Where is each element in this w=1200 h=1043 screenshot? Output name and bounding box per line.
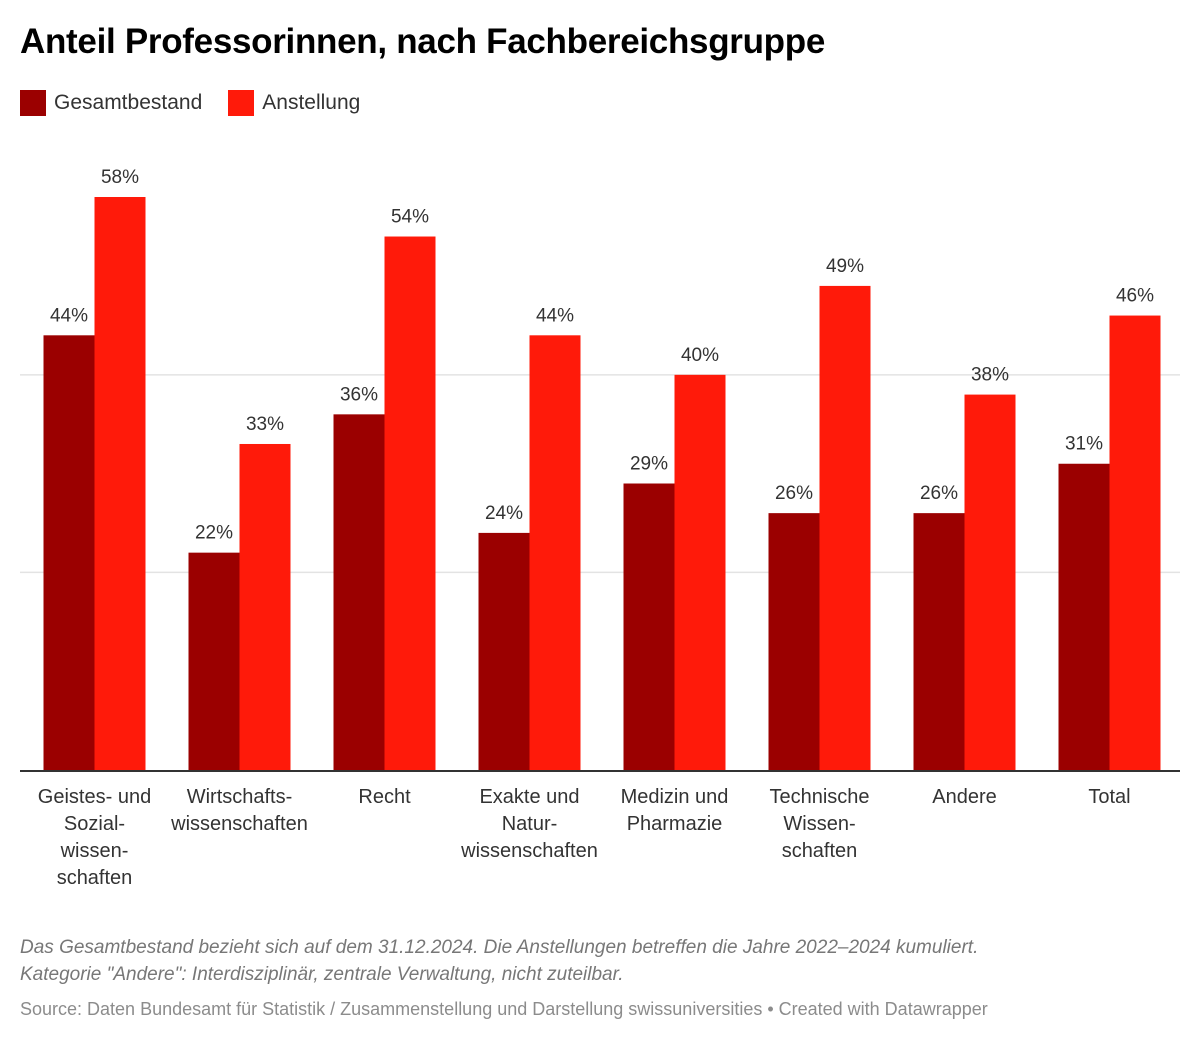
legend-swatch-gesamtbestand <box>20 90 46 116</box>
source-line: Source: Daten Bundesamt für Statistik / … <box>20 999 988 1019</box>
bar-anstellung <box>94 197 146 770</box>
data-label: 54% <box>391 207 429 228</box>
x-tick-label: Andere <box>932 786 997 808</box>
x-tick-label: Total <box>1088 786 1130 808</box>
data-label: 24% <box>485 503 523 524</box>
legend-item-gesamtbestand: Gesamtbestand <box>20 90 202 116</box>
x-tick-label: Natur- <box>502 813 558 835</box>
bar-chart: 44% 58% Geistes- und Sozial-wissen-schaften… <box>20 167 1180 889</box>
x-tick-label: Technische <box>769 786 869 808</box>
bar-anstellung <box>529 335 581 770</box>
bar-gesamtbestand <box>1058 463 1110 770</box>
data-label: 44% <box>536 305 574 326</box>
data-label: 44% <box>50 305 88 326</box>
bar-anstellung <box>1109 315 1161 770</box>
data-label: 26% <box>920 483 958 504</box>
x-tick-label: wissenschaften <box>460 840 598 862</box>
bar-gesamtbestand <box>768 513 820 770</box>
legend-label: Gesamtbestand <box>54 91 203 114</box>
legend-label: Anstellung <box>262 91 361 114</box>
data-label: 38% <box>971 365 1009 386</box>
chart-title: Anteil Professorinnen, nach Fachbereichs… <box>20 22 825 61</box>
data-label: 26% <box>775 483 813 504</box>
bar-anstellung <box>674 374 726 770</box>
x-tick-label: Wissen- <box>783 813 855 835</box>
data-label: 49% <box>826 256 864 277</box>
data-label: 29% <box>630 454 668 475</box>
bar-gesamtbestand <box>333 414 385 770</box>
bar-gesamtbestand <box>478 532 530 770</box>
x-tick-label: Sozial- <box>64 813 125 835</box>
data-label: 46% <box>1116 286 1154 307</box>
x-tick-label: Pharmazie <box>627 813 723 835</box>
legend-swatch-anstellung <box>228 90 255 116</box>
x-tick-label: wissenschaften <box>170 813 308 835</box>
data-label: 33% <box>246 414 284 435</box>
x-tick-label: Recht <box>358 786 411 808</box>
x-tick-label: wissen- <box>60 840 129 862</box>
bar-gesamtbestand <box>623 483 675 770</box>
bar-anstellung <box>819 285 871 770</box>
x-tick-label: Wirtschafts- <box>187 786 293 808</box>
data-label: 36% <box>340 384 378 405</box>
chart-notes: Das Gesamtbestand bezieht sich auf dem 3… <box>20 934 978 988</box>
bar-gesamtbestand <box>913 513 965 770</box>
bar-gesamtbestand <box>188 552 240 770</box>
bar-anstellung <box>239 443 291 770</box>
legend: Gesamtbestand Anstellung <box>20 90 386 116</box>
x-tick-label: Geistes- und <box>38 786 151 808</box>
bar-anstellung <box>964 394 1016 770</box>
bar-anstellung <box>384 236 436 771</box>
data-label: 58% <box>101 167 139 188</box>
note-line: Das Gesamtbestand bezieht sich auf dem 3… <box>20 937 979 958</box>
data-label: 31% <box>1065 434 1103 455</box>
legend-item-anstellung: Anstellung <box>228 90 360 116</box>
x-tick-label: Exakte und <box>479 786 579 808</box>
data-label: 40% <box>681 345 719 366</box>
bar-gesamtbestand <box>43 335 95 770</box>
data-label: 22% <box>195 523 233 544</box>
x-tick-label: schaften <box>782 840 858 862</box>
x-tick-label: schaften <box>57 867 133 889</box>
x-tick-label: Medizin und <box>621 786 729 808</box>
note-line: Kategorie "Andere": Interdisziplinär, ze… <box>20 964 624 985</box>
